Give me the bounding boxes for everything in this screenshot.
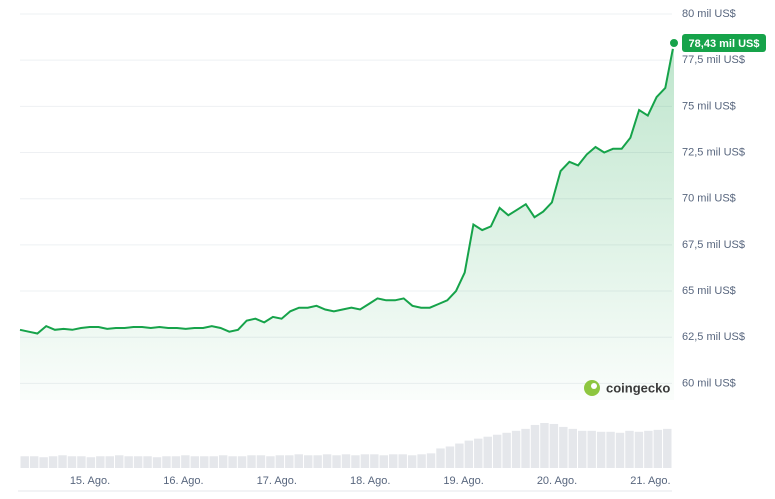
last-point xyxy=(668,36,680,49)
volume-bar xyxy=(351,455,360,468)
volume-bar xyxy=(521,428,530,468)
volume-bar xyxy=(285,455,294,468)
volume-bar xyxy=(20,456,29,468)
volume-bar xyxy=(67,456,77,468)
y-tick-label: 72,5 mil US$ xyxy=(682,146,745,158)
volume-bar xyxy=(200,456,209,468)
volume-bar xyxy=(124,456,133,468)
volume-bar xyxy=(644,430,653,468)
volume-bar xyxy=(341,454,351,468)
volume-bar xyxy=(152,457,162,468)
volume-bar xyxy=(190,456,200,468)
x-tick-label: 16. Ago. xyxy=(163,475,203,487)
volume-bar xyxy=(483,436,492,468)
y-tick-label: 77,5 mil US$ xyxy=(682,54,745,66)
volume-bar xyxy=(370,454,379,468)
volume-bar xyxy=(266,456,275,468)
volume-bar xyxy=(417,454,426,468)
volume-bar xyxy=(133,456,143,468)
price-label: 78,43 mil US$ xyxy=(689,38,760,50)
volume-bar xyxy=(492,434,502,468)
x-tick-label: 18. Ago. xyxy=(350,475,390,487)
x-tick-label: 20. Ago. xyxy=(537,475,577,487)
y-tick-label: 80 mil US$ xyxy=(682,8,736,20)
volume-bar xyxy=(474,438,483,468)
volume-bar xyxy=(29,456,39,468)
volume-bar xyxy=(256,455,266,468)
volume-bar xyxy=(237,456,247,468)
price-badge xyxy=(682,33,766,52)
volume-bar xyxy=(275,455,285,468)
line xyxy=(19,42,675,335)
volume-bar xyxy=(407,455,417,468)
volume-bar xyxy=(511,430,521,468)
volume-bar xyxy=(587,430,596,468)
volume-bar xyxy=(105,456,114,468)
watermark: coingecko xyxy=(584,380,670,396)
volume-bar xyxy=(162,456,171,468)
y-tick-label: 70 mil US$ xyxy=(682,193,736,205)
volume-bar xyxy=(502,432,511,468)
volume-bar xyxy=(228,456,237,468)
volume-bar xyxy=(634,431,644,468)
volume-bar xyxy=(171,456,181,468)
volume-bar xyxy=(294,454,303,468)
volume-bar xyxy=(445,446,455,468)
x-tick-label: 21. Ago. xyxy=(630,475,670,487)
volume-bar xyxy=(540,423,549,468)
volume-bar xyxy=(464,440,474,468)
volume-bar xyxy=(455,443,464,468)
volume-bar xyxy=(313,455,322,468)
volume-bar xyxy=(436,448,445,468)
volume-bar xyxy=(48,456,58,468)
volume-bar xyxy=(218,455,228,468)
volume-bar xyxy=(247,455,256,468)
volume-bar xyxy=(96,456,105,468)
volume-bar xyxy=(549,423,559,468)
volume-bar xyxy=(114,455,124,468)
y-tick-label: 75 mil US$ xyxy=(682,100,736,112)
volume-bar xyxy=(332,455,341,468)
y-tick-label: 62,5 mil US$ xyxy=(682,331,745,343)
y-tick-label: 65 mil US$ xyxy=(682,285,736,297)
volume-bar xyxy=(663,428,672,468)
volume-bar xyxy=(398,454,407,468)
volume-bar xyxy=(559,426,568,468)
volume-bar xyxy=(143,456,152,468)
volume-bar xyxy=(615,432,625,468)
volume-bar xyxy=(530,424,540,468)
volume-bar xyxy=(77,456,86,468)
volume-bar xyxy=(606,431,615,468)
y-tick-label: 67,5 mil US$ xyxy=(682,239,745,251)
x-tick-label: 15. Ago. xyxy=(70,475,110,487)
volume-bar xyxy=(379,455,389,468)
x-tick-label: 19. Ago. xyxy=(443,475,483,487)
volume-bar xyxy=(39,457,48,468)
volume-bar xyxy=(653,429,663,468)
y-tick-label: 60 mil US$ xyxy=(682,377,736,389)
volume-bar xyxy=(86,457,96,468)
volume-bar xyxy=(58,455,67,468)
volume-bar xyxy=(389,454,398,468)
volume-bar xyxy=(625,430,634,468)
volume-bar xyxy=(426,453,436,468)
volume-bar xyxy=(322,454,332,468)
volume-bar xyxy=(181,455,190,468)
area xyxy=(20,43,674,400)
volume-bar xyxy=(568,428,578,468)
volume-bar xyxy=(578,430,587,468)
volume-bar xyxy=(596,431,606,468)
watermark-text: coingecko xyxy=(606,380,670,395)
volume-bar xyxy=(209,456,218,468)
volume-bar xyxy=(303,455,313,468)
volume-bar xyxy=(360,454,370,468)
x-tick-label: 17. Ago. xyxy=(257,475,297,487)
